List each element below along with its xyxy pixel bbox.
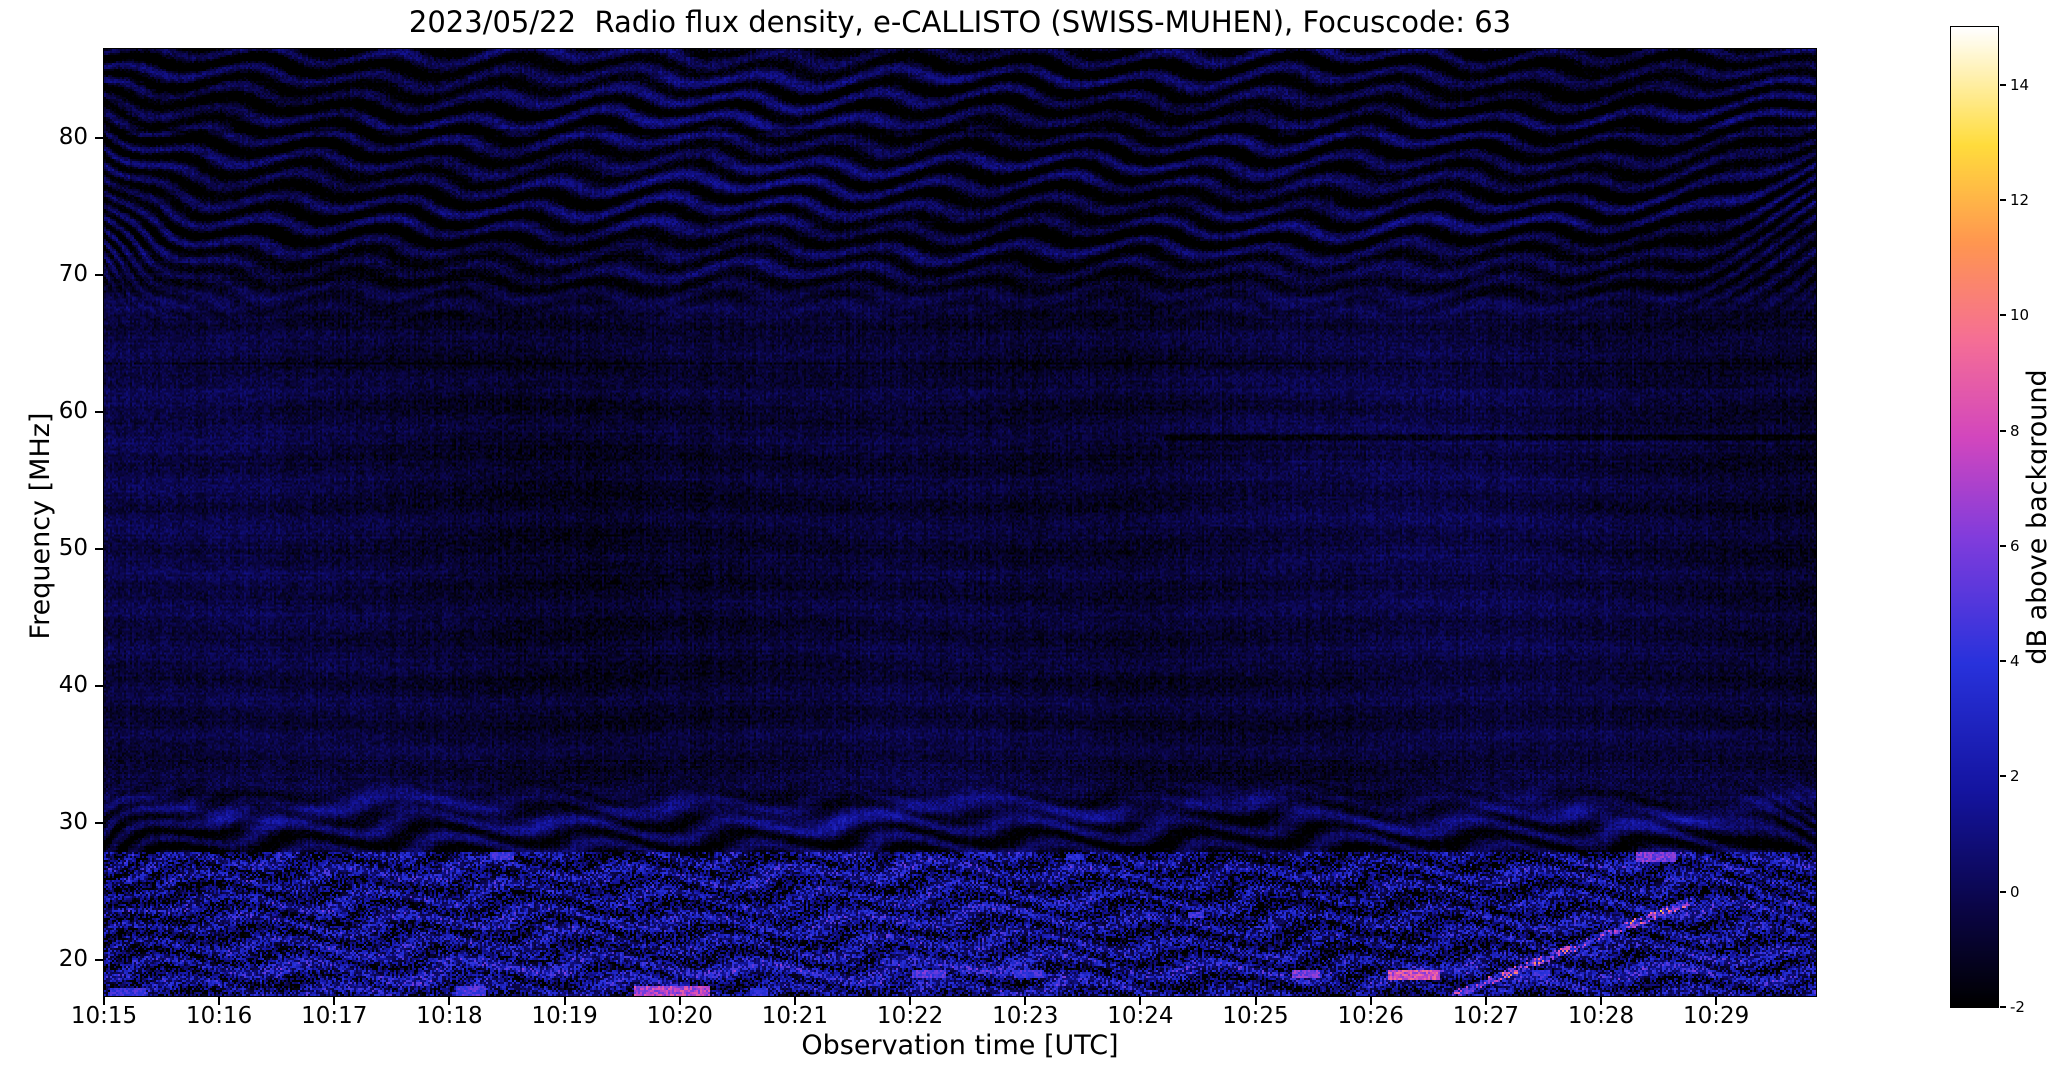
colorbar-frame — [1950, 26, 1999, 1008]
x-tick-label: 10:15 — [70, 1003, 138, 1029]
colorbar-tick-label: 12 — [2010, 190, 2030, 209]
x-tick — [1369, 997, 1372, 1005]
y-tick — [95, 959, 103, 962]
colorbar-tick — [2000, 314, 2006, 317]
x-tick-label: 10:28 — [1567, 1003, 1635, 1029]
x-tick-label: 10:21 — [761, 1003, 829, 1029]
x-tick — [1139, 997, 1142, 1005]
y-tick-label: 30 — [58, 809, 88, 836]
x-tick — [678, 997, 681, 1005]
x-tick-label: 10:27 — [1452, 1003, 1519, 1029]
y-tick — [95, 411, 103, 414]
x-tick — [448, 997, 451, 1005]
colorbar-tick — [2000, 1006, 2006, 1008]
y-tick-label: 40 — [58, 672, 88, 699]
y-tick-label: 80 — [58, 124, 88, 151]
x-tick — [1254, 997, 1257, 1005]
colorbar-tick-label: -2 — [2010, 998, 2025, 1016]
colorbar-tick — [2000, 198, 2006, 201]
y-tick-label: 60 — [58, 398, 88, 425]
colorbar-tick — [2000, 775, 2006, 778]
y-tick — [95, 137, 103, 140]
y-tick — [95, 548, 103, 551]
x-tick-label: 10:22 — [876, 1003, 944, 1029]
x-tick-label: 10:25 — [1222, 1003, 1289, 1029]
x-tick-label: 10:20 — [646, 1003, 713, 1029]
colorbar-tick-label: 6 — [2010, 536, 2020, 555]
colorbar-tick — [2000, 83, 2006, 86]
x-tick — [1484, 997, 1487, 1005]
x-tick-label: 10:29 — [1683, 1003, 1750, 1029]
chart-title: 2023/05/22 Radio flux density, e-CALLIST… — [408, 5, 1512, 39]
x-tick — [333, 997, 336, 1005]
spectrogram-canvas — [104, 49, 1816, 996]
x-tick-label: 10:17 — [301, 1003, 368, 1029]
x-tick-label: 10:19 — [531, 1003, 598, 1029]
y-axis-label: Frequency [MHz] — [25, 412, 56, 640]
y-tick — [95, 822, 103, 825]
x-tick — [1600, 997, 1602, 1005]
x-tick — [103, 997, 105, 1005]
y-tick — [95, 274, 103, 277]
x-tick-label: 10:24 — [1107, 1003, 1174, 1029]
y-tick-label: 70 — [58, 261, 88, 288]
x-tick — [563, 997, 566, 1005]
colorbar-tick-label: 14 — [2010, 75, 2030, 94]
x-tick — [1024, 997, 1027, 1005]
x-tick-label: 10:18 — [416, 1003, 483, 1029]
x-tick-label: 10:26 — [1337, 1003, 1404, 1029]
y-tick-label: 20 — [58, 946, 88, 973]
y-tick-label: 50 — [58, 535, 88, 562]
x-tick — [1715, 997, 1718, 1005]
x-axis-label: Observation time [UTC] — [801, 1030, 1119, 1061]
colorbar-tick-label: 4 — [2010, 652, 2020, 671]
y-tick — [95, 685, 103, 688]
colorbar-label: dB above background — [2022, 369, 2047, 665]
x-tick — [909, 997, 912, 1005]
colorbar-tick — [2000, 544, 2006, 547]
colorbar-tick — [2000, 429, 2006, 432]
colorbar-tick-label: 10 — [2010, 306, 2030, 325]
x-tick-label: 10:23 — [992, 1003, 1059, 1029]
colorbar-tick-label: 8 — [2010, 421, 2020, 440]
x-tick — [218, 997, 221, 1005]
x-tick — [793, 997, 796, 1005]
colorbar-gradient — [1951, 27, 1998, 1007]
colorbar-tick-label: 0 — [2010, 882, 2020, 901]
x-tick-label: 10:16 — [185, 1003, 253, 1029]
colorbar-tick — [2000, 890, 2006, 893]
colorbar-tick-label: 2 — [2010, 767, 2020, 786]
colorbar-tick — [2000, 660, 2006, 663]
